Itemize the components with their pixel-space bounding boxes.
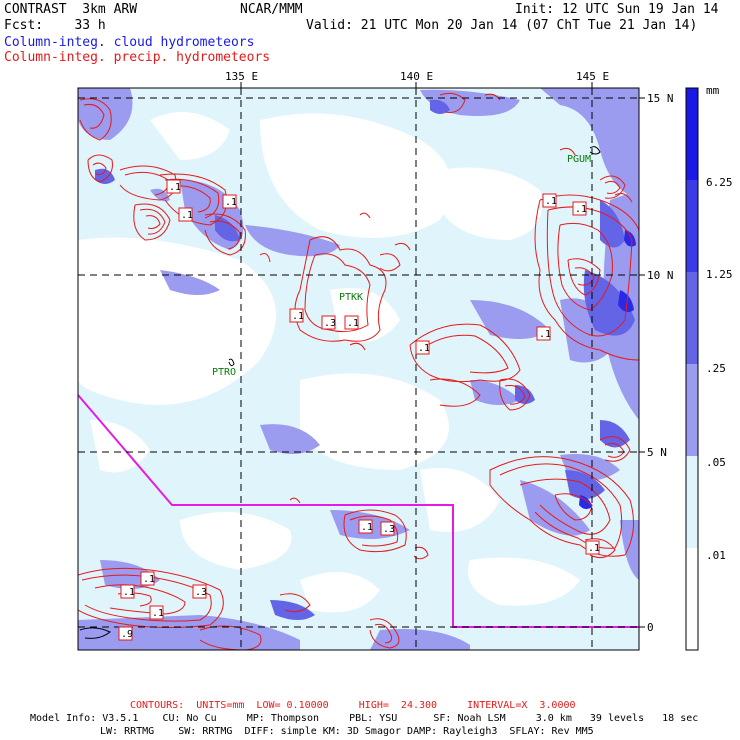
lat-lon-grid [78,88,639,650]
colorbar [685,87,699,651]
contour-label: .1 [575,204,587,215]
cloud-field-label: Column-integ. cloud hydrometeors [4,35,255,50]
colorbar-tick: 1.25 [706,268,733,281]
station-label-ptro: PTRO [212,367,236,378]
colorbar-tick: .01 [706,549,726,562]
contour-label-boxes [118,179,600,641]
cloud-hydrometeor-fill [78,88,639,650]
contour-label: .1 [143,574,155,585]
contour-label: .1 [169,182,181,193]
coastline-guam [589,146,601,155]
contour-label: .1 [181,210,193,221]
colorbar-tick: .25 [706,362,726,375]
colorbar-tick: 6.25 [706,176,733,189]
contour-label: .1 [123,587,135,598]
colorbar-unit: mm [706,84,720,97]
contours-info: CONTOURS: UNITS=mm LOW= 0.10000 HIGH= 24… [130,700,576,711]
contour-label: .1 [361,522,373,533]
valid-time: Valid: 21 UTC Mon 20 Jan 14 (07 ChT Tue … [306,18,698,33]
station-label-pgum: PGUM [567,154,591,165]
coastline-palau [228,358,235,367]
lon-label-135e: 135 E [225,70,258,83]
contour-label: .1 [152,608,164,619]
contour-label: .1 [545,196,557,207]
forecast-hour: Fcst: 33 h [4,18,106,33]
contour-label: .1 [347,318,359,329]
contour-label-texts: .1 .1 .1 .3 .1 .1 .1 .1 .1 .1 .1 .3 .1 .… [121,182,600,640]
map-frame [77,87,640,651]
contour-label: .3 [383,524,395,535]
plot-title: CONTRAST 3km ARW [4,2,138,17]
contour-label: .3 [195,587,207,598]
precip-contours [78,92,639,650]
model-info-line2: LW: RRTMG SW: RRTMG DIFF: simple KM: 3D … [100,726,594,737]
contour-label: .1 [539,329,551,340]
lat-label-0: 0 [647,621,654,634]
contour-label: .1 [292,311,304,322]
contour-label: .1 [418,343,430,354]
lat-label-5n: 5 N [647,446,667,459]
contour-label: .9 [121,629,133,640]
precip-field-label: Column-integ. precip. hydrometeors [4,50,271,65]
organization-label: NCAR/MMM [240,2,303,17]
lat-label-15n: 15 N [647,92,674,105]
colorbar-tick: .05 [706,456,726,469]
contour-label: .1 [588,543,600,554]
lat-label-10n: 10 N [647,269,674,282]
coastline [79,627,111,639]
lon-label-145e: 145 E [576,70,609,83]
station-label-ptkk: PTKK [339,292,363,303]
lon-label-140e: 140 E [400,70,433,83]
contour-label: .3 [324,318,336,329]
contour-label: .1 [225,197,237,208]
model-info-line1: Model Info: V3.5.1 CU: No Cu MP: Thompso… [30,713,699,724]
init-time: Init: 12 UTC Sun 19 Jan 14 [515,2,719,17]
